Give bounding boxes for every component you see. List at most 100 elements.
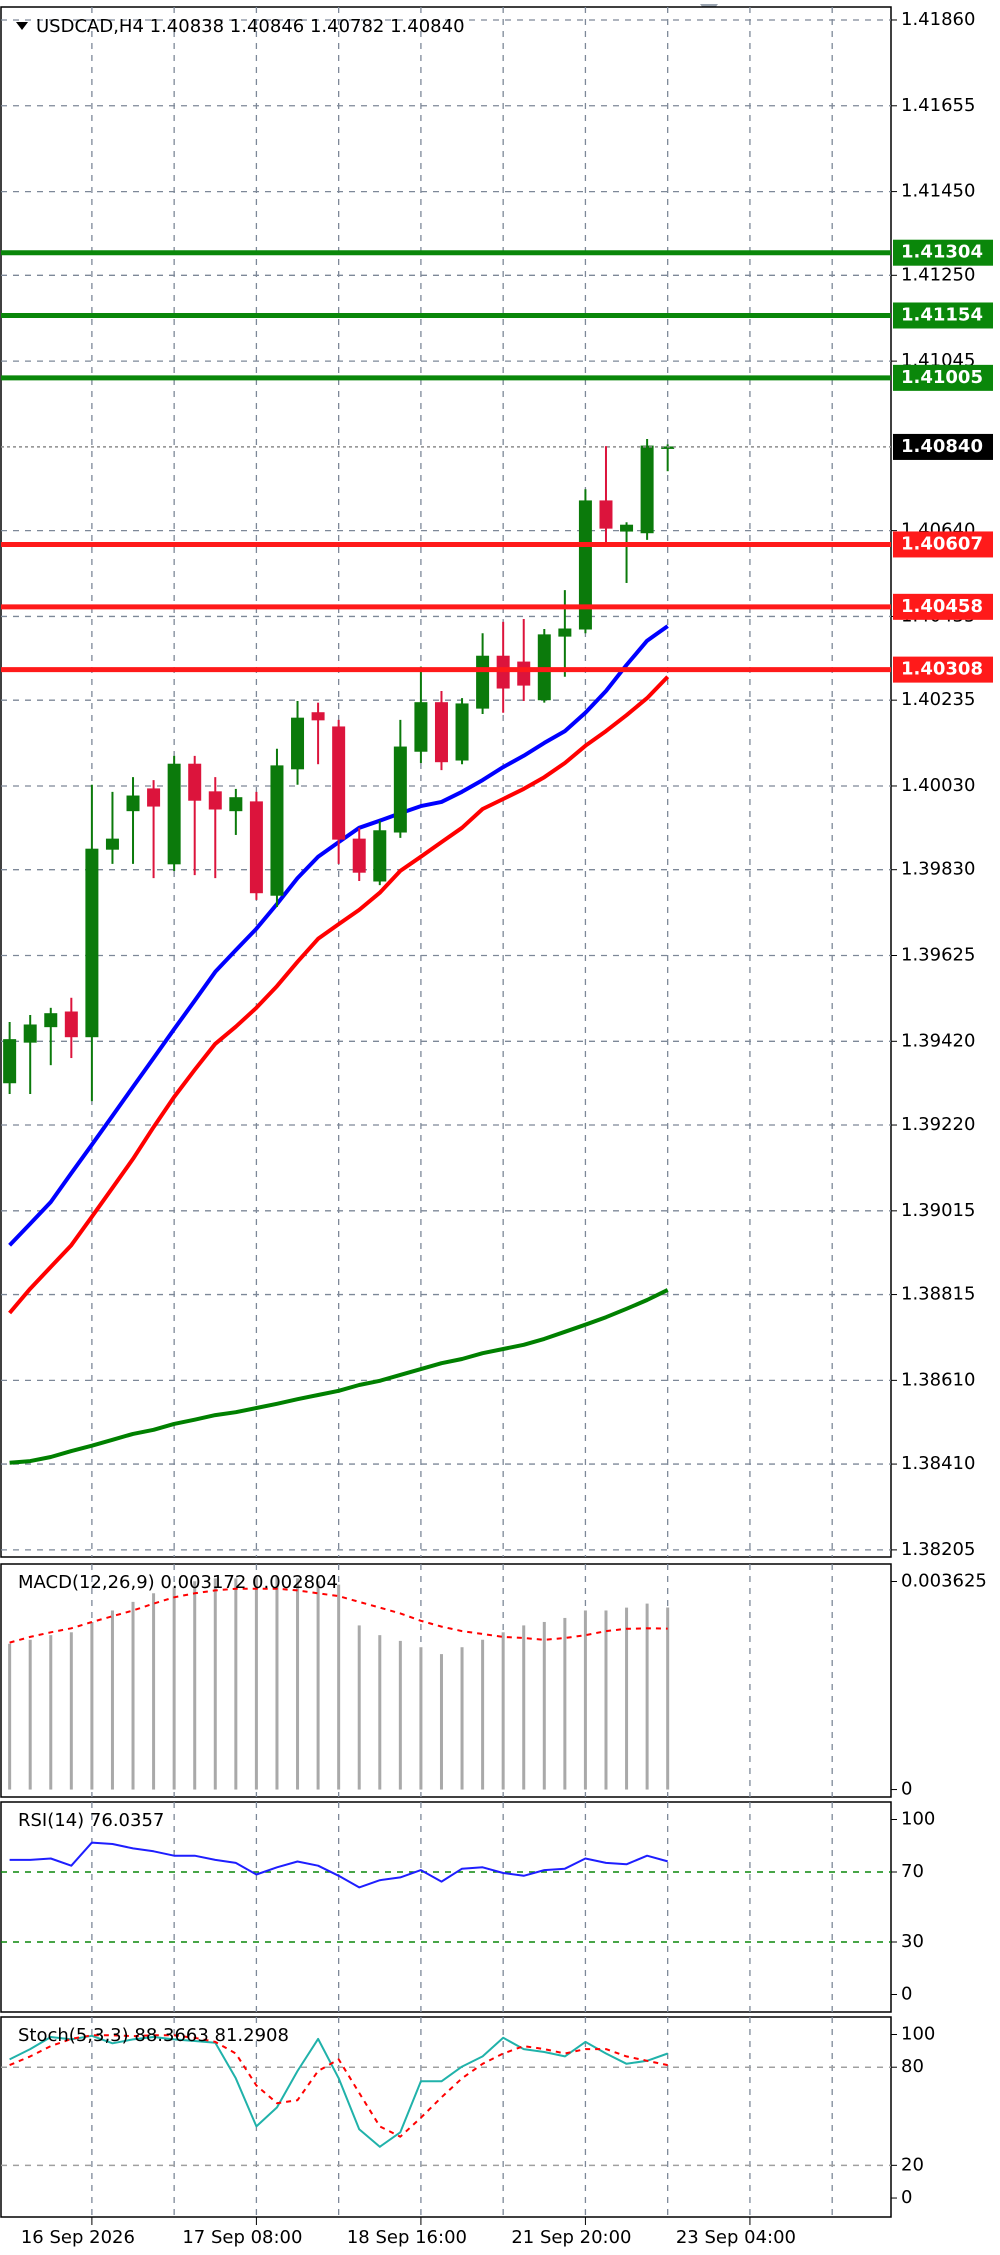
histogram-bar <box>49 1635 53 1790</box>
y-tick-label: 1.39830 <box>901 859 975 880</box>
level-box <box>893 364 993 391</box>
candle-body <box>270 765 284 896</box>
level-box <box>893 656 993 683</box>
x-tick-label: 21 Sep 20:00 <box>511 2227 631 2248</box>
candle-body <box>496 655 510 689</box>
y-tick-label: 1.39015 <box>901 1200 975 1221</box>
level-label: 1.40607 <box>901 533 983 554</box>
candle-body <box>620 524 634 532</box>
histogram-bar <box>460 1647 464 1790</box>
candle-body <box>599 500 613 529</box>
x-tick-label: 17 Sep 08:00 <box>182 2227 302 2248</box>
y-tick-label: 80 <box>901 2056 924 2077</box>
candle-body <box>414 702 428 752</box>
panel-title: RSI(14) 76.0357 <box>18 1810 164 1831</box>
histogram-bar <box>604 1610 608 1790</box>
histogram-bar <box>481 1639 485 1790</box>
y-tick-label: 0 <box>901 1984 912 2005</box>
candle-body <box>373 830 387 882</box>
candle-body <box>352 838 366 873</box>
histogram-bar <box>625 1607 629 1790</box>
histogram-bar <box>583 1610 587 1790</box>
y-tick-label: 1.41250 <box>901 264 975 285</box>
histogram-bar <box>419 1647 423 1790</box>
chart-title: USDCAD,H4 1.40838 1.40846 1.40782 1.4084… <box>36 16 465 37</box>
candle-body <box>476 655 490 709</box>
histogram-bar <box>666 1607 670 1790</box>
last-price-label: 1.40840 <box>901 436 983 457</box>
panel-frame <box>0 1563 892 1798</box>
level-box <box>893 239 993 266</box>
histogram-bar <box>337 1584 341 1790</box>
level-box <box>893 302 993 329</box>
candle-body <box>105 838 119 850</box>
candle-body <box>147 788 161 807</box>
y-tick-label: 1.39625 <box>901 945 975 966</box>
histogram-bar <box>542 1621 546 1790</box>
candle-body <box>291 717 305 770</box>
y-tick-label: 1.39220 <box>901 1114 975 1135</box>
histogram-bar <box>439 1654 443 1790</box>
candle-body <box>85 848 99 1038</box>
y-tick-label: 20 <box>901 2154 924 2175</box>
panel-frame <box>0 2016 892 2218</box>
x-tick-label: 16 Sep 2026 <box>21 2227 135 2248</box>
candle-body <box>229 797 243 812</box>
histogram-bar <box>378 1635 382 1790</box>
histogram-bar <box>110 1610 114 1790</box>
histogram-bar <box>28 1639 32 1790</box>
candle-body <box>64 1011 78 1038</box>
indicator-line <box>9 1841 668 1889</box>
menu-arrow <box>16 22 28 30</box>
histogram-bar <box>357 1625 361 1790</box>
y-tick-label: 1.38610 <box>901 1369 975 1390</box>
level-box <box>893 531 993 558</box>
x-tick-label: 23 Sep 04:00 <box>676 2227 796 2248</box>
histogram-bar <box>645 1603 649 1790</box>
y-tick-label: 1.38205 <box>901 1539 975 1560</box>
histogram-bar <box>90 1621 94 1790</box>
candle-body <box>434 702 448 763</box>
histogram-bar <box>563 1617 567 1790</box>
level-box <box>893 593 993 620</box>
histogram-bar <box>316 1581 320 1790</box>
candle-body <box>578 500 592 630</box>
indicator-line <box>9 1587 668 1644</box>
candle-body <box>393 746 407 833</box>
panel-frame <box>0 1801 892 2013</box>
candle-body <box>455 703 469 761</box>
histogram-bar <box>69 1632 73 1790</box>
y-tick-label: 70 <box>901 1861 924 1882</box>
level-label: 1.40308 <box>901 659 983 680</box>
histogram-bar <box>398 1640 402 1790</box>
last-price-box <box>893 433 993 460</box>
indicator-line <box>9 2034 668 2138</box>
candle-body <box>23 1024 37 1043</box>
panel-frame <box>0 6 892 1558</box>
y-tick-label: 1.41655 <box>901 95 975 116</box>
indicator-line <box>8 675 670 1315</box>
indicator-line <box>9 2034 669 2148</box>
histogram-bar <box>172 1587 176 1790</box>
y-tick-label: 1.40030 <box>901 775 975 796</box>
panel-title: MACD(12,26,9) 0.003172 0.002804 <box>18 1572 338 1593</box>
y-tick-label: 0.003625 <box>901 1571 987 1592</box>
y-tick-label: 100 <box>901 1809 935 1830</box>
candle-body <box>208 791 222 810</box>
candle-body <box>311 712 325 721</box>
histogram-bar <box>254 1577 258 1790</box>
y-tick-label: 1.38815 <box>901 1284 975 1305</box>
y-tick-label: 1.39420 <box>901 1030 975 1051</box>
candle-body <box>249 801 263 894</box>
y-tick-label: 100 <box>901 2023 935 2044</box>
candle-body <box>188 763 202 801</box>
candle-body <box>332 726 346 840</box>
candle-body <box>640 445 654 534</box>
histogram-bar <box>275 1577 279 1790</box>
histogram-bar <box>152 1593 156 1790</box>
histogram-bar <box>193 1581 197 1790</box>
level-label: 1.41304 <box>901 242 983 263</box>
histogram-bar <box>296 1578 300 1790</box>
